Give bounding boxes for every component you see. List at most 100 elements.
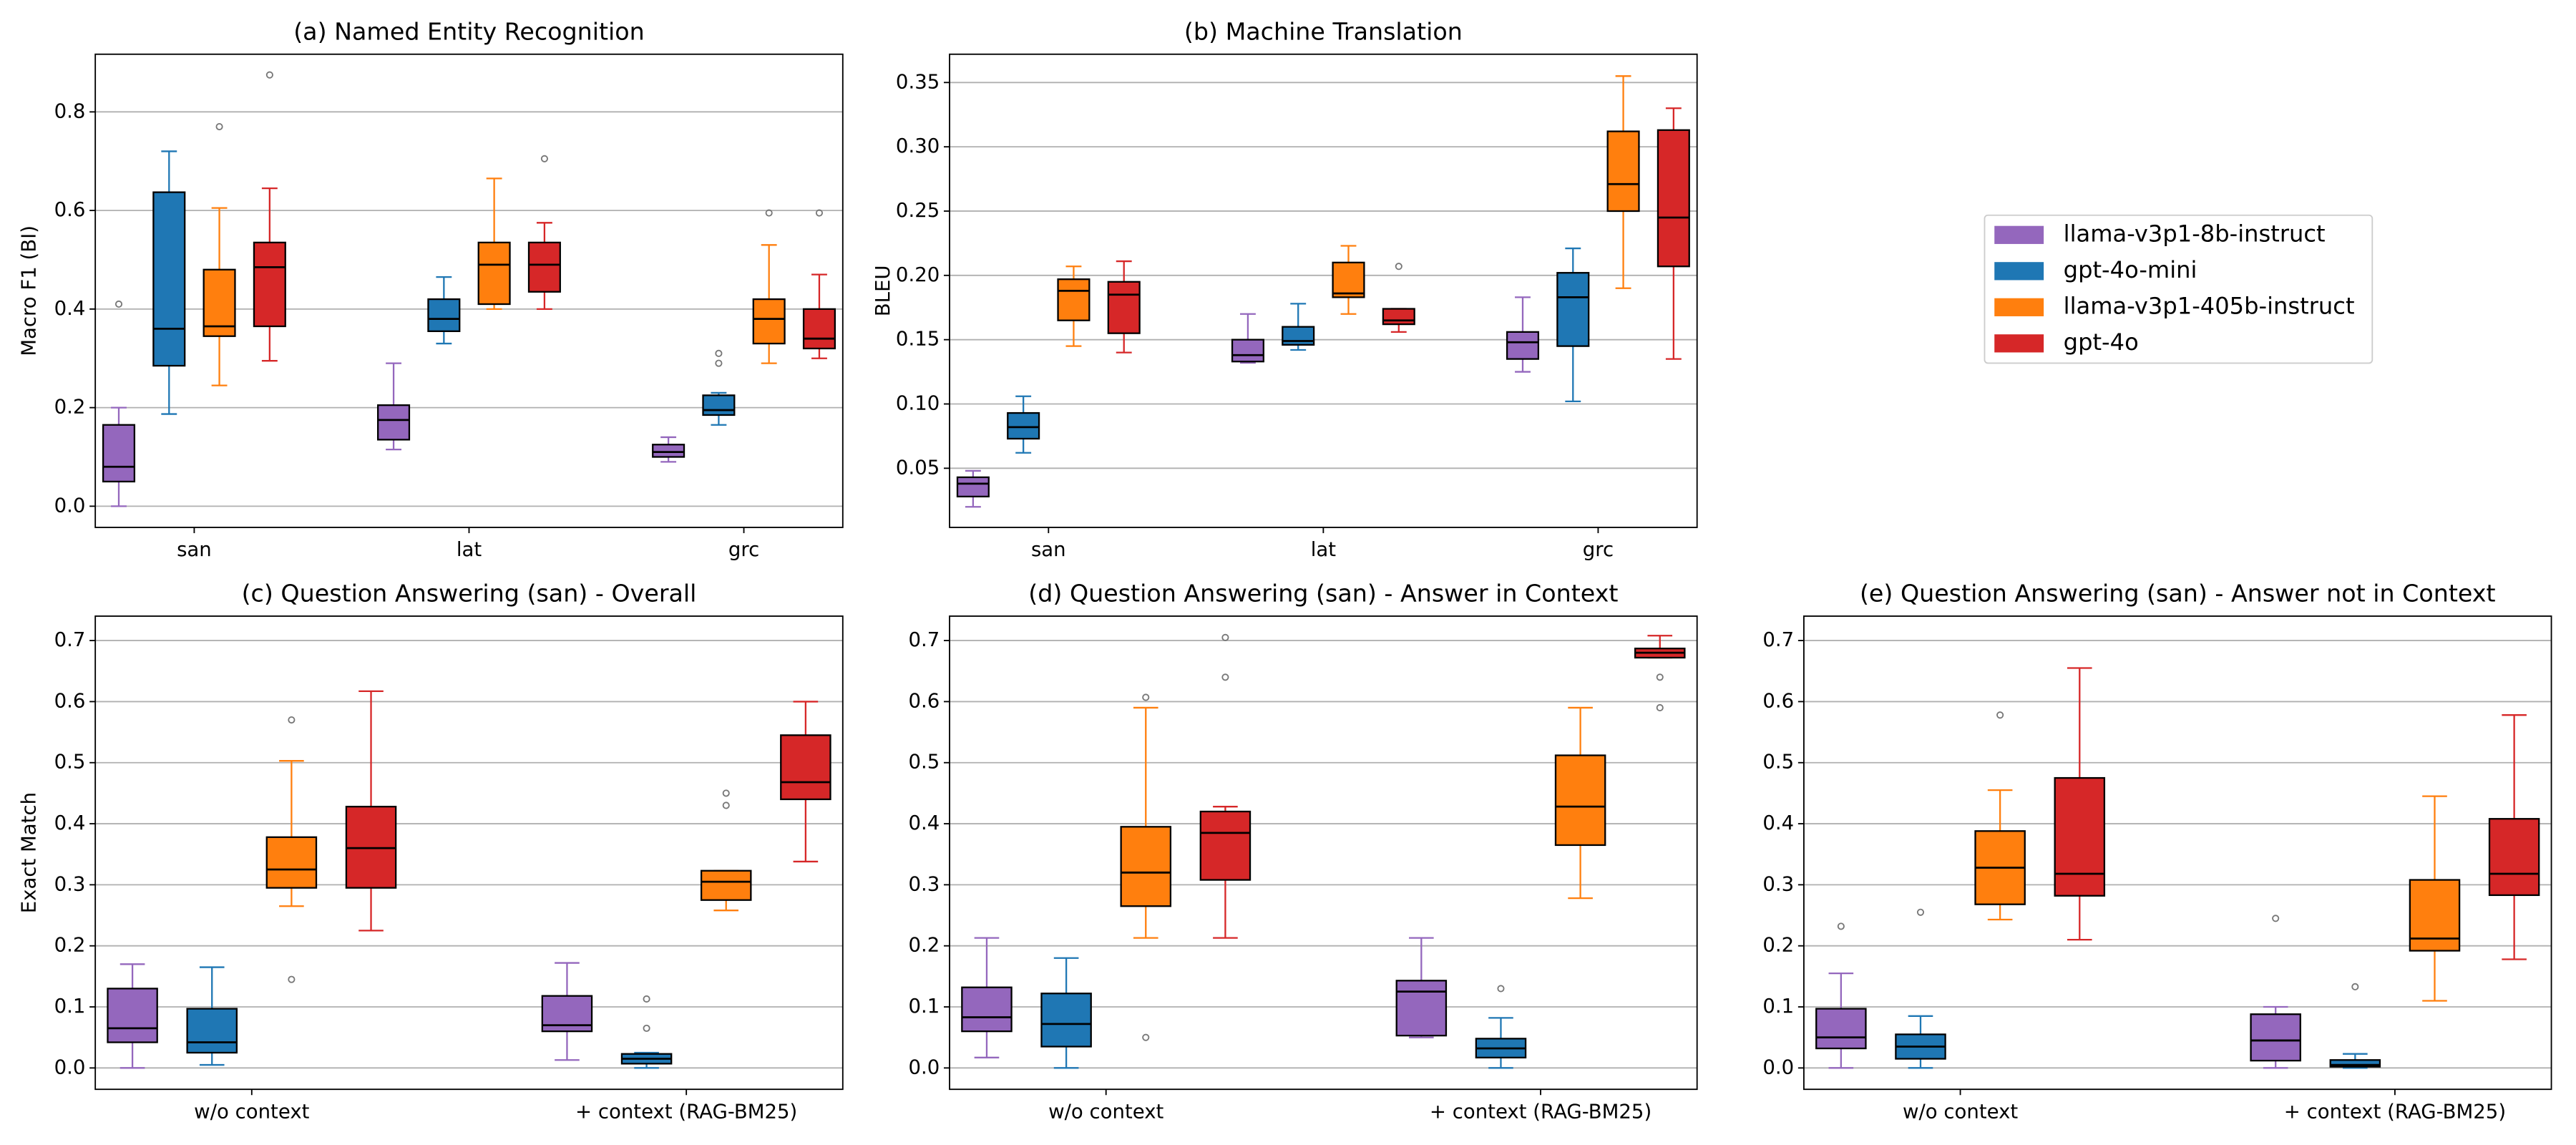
whisker-high — [1290, 303, 1307, 327]
subplot: 0.0 0.1 0.2 0.3 0.4 0.5 0.6 0.7 w/o context + con… — [908, 580, 1698, 1123]
whisker-low — [1828, 1048, 1854, 1069]
y-tick-label: 0.6 — [54, 689, 86, 712]
whisker-low — [261, 326, 278, 362]
whisker-low — [436, 331, 452, 345]
whisker-high — [1828, 972, 1854, 1009]
subplot: 0.0 0.2 0.4 0.6 0.8 san lat grc (a) Named Entity… — [17, 17, 844, 561]
box — [152, 191, 186, 367]
outlier — [715, 359, 723, 367]
y-tick-label: 0.0 — [54, 494, 86, 517]
box — [956, 476, 990, 498]
outlier — [1916, 908, 1925, 916]
y-tick-label: 0.3 — [908, 872, 940, 895]
whisker-high — [1065, 265, 1082, 280]
whisker-high — [1987, 789, 2013, 832]
box — [802, 308, 836, 350]
whisker-low — [811, 348, 827, 359]
whisker-low — [2263, 1061, 2288, 1069]
y-tick-label: 0.1 — [1762, 995, 1794, 1018]
legend-frame — [1984, 214, 2373, 364]
whisker-low — [1568, 844, 1593, 900]
whisker-low — [1065, 320, 1082, 347]
outlier — [643, 1024, 650, 1032]
whisker-high — [436, 276, 452, 300]
whisker-high — [1568, 706, 1593, 756]
whisker-high — [1340, 245, 1357, 263]
x-tick-label: + context (RAG-BM25) — [2284, 1100, 2506, 1123]
whisker-high — [161, 150, 177, 193]
outlier — [114, 300, 123, 308]
box — [1606, 130, 1640, 213]
whisker-high — [660, 436, 677, 445]
y-tick-label: 0.3 — [1762, 872, 1794, 895]
box — [377, 404, 411, 441]
whisker-high — [1665, 107, 1682, 130]
box — [2488, 818, 2540, 897]
whisker-low — [1908, 1058, 1933, 1069]
outlier — [215, 122, 223, 131]
box — [1199, 810, 1252, 881]
whisker-low — [386, 439, 402, 451]
outlier — [815, 209, 824, 217]
x-tick-label: lat — [1311, 538, 1337, 561]
y-tick-label: 0.25 — [896, 199, 940, 222]
whisker-low — [965, 496, 981, 508]
whisker-high — [811, 273, 827, 309]
legend-label: gpt-4o — [2064, 328, 2139, 356]
whisker-low — [279, 887, 304, 907]
box — [1007, 411, 1040, 440]
outlier — [2272, 915, 2280, 922]
box — [253, 241, 286, 328]
axes-frame — [1803, 615, 2552, 1091]
whisker-high — [119, 963, 145, 989]
box — [780, 734, 831, 801]
y-tick-label: 0.8 — [54, 99, 86, 122]
y-tick-label: 0.2 — [908, 934, 940, 957]
box — [2409, 879, 2461, 952]
legend-swatch — [1994, 334, 2044, 353]
whisker-low — [1515, 359, 1531, 373]
y-tick-label: 0.3 — [54, 872, 86, 895]
x-tick-label: + context (RAG-BM25) — [1430, 1100, 1652, 1123]
whisker-low — [2502, 895, 2527, 960]
x-tick-label: + context (RAG-BM25) — [575, 1100, 797, 1123]
y-tick-label: 0.6 — [1762, 689, 1794, 712]
whisker-low — [1565, 346, 1581, 403]
whisker-high — [1053, 957, 1079, 994]
box — [1107, 281, 1141, 334]
whisker-high — [761, 244, 777, 300]
box — [527, 241, 561, 293]
x-tick-label: san — [1031, 538, 1066, 561]
whisker-high — [486, 177, 502, 243]
x-tick-label: grc — [728, 538, 759, 561]
whisker-low — [761, 344, 777, 364]
outlier — [1142, 693, 1150, 701]
y-axis-label: BLEU — [872, 265, 894, 316]
y-tick-label: 0.0 — [54, 1056, 86, 1078]
box — [1382, 308, 1415, 326]
legend-label: llama-v3p1-8b-instruct — [2064, 220, 2326, 247]
x-tick-label: san — [177, 538, 212, 561]
box — [107, 988, 158, 1043]
axes-frame — [949, 53, 1698, 528]
y-tick-label: 0.2 — [1762, 934, 1794, 957]
box — [1282, 326, 1315, 346]
whisker-high — [555, 962, 580, 996]
whisker-low — [713, 900, 739, 912]
y-tick-label: 0.4 — [54, 297, 86, 320]
whisker-low — [199, 1053, 225, 1066]
outlier — [1497, 985, 1505, 993]
y-tick-label: 0.0 — [908, 1056, 940, 1078]
y-tick-label: 0.7 — [908, 628, 940, 651]
whisker-low — [711, 414, 727, 426]
whisker-high — [1015, 395, 1032, 414]
whisker-low — [1390, 324, 1407, 333]
outlier — [643, 995, 650, 1003]
whisker-high — [211, 207, 228, 270]
y-tick-label: 0.6 — [908, 689, 940, 712]
axes-frame — [949, 615, 1698, 1091]
box — [1657, 129, 1690, 268]
subplot: 0.0 0.1 0.2 0.3 0.4 0.5 0.6 0.7 w/o context + con… — [17, 580, 844, 1123]
y-tick-label: 0.35 — [896, 70, 940, 93]
